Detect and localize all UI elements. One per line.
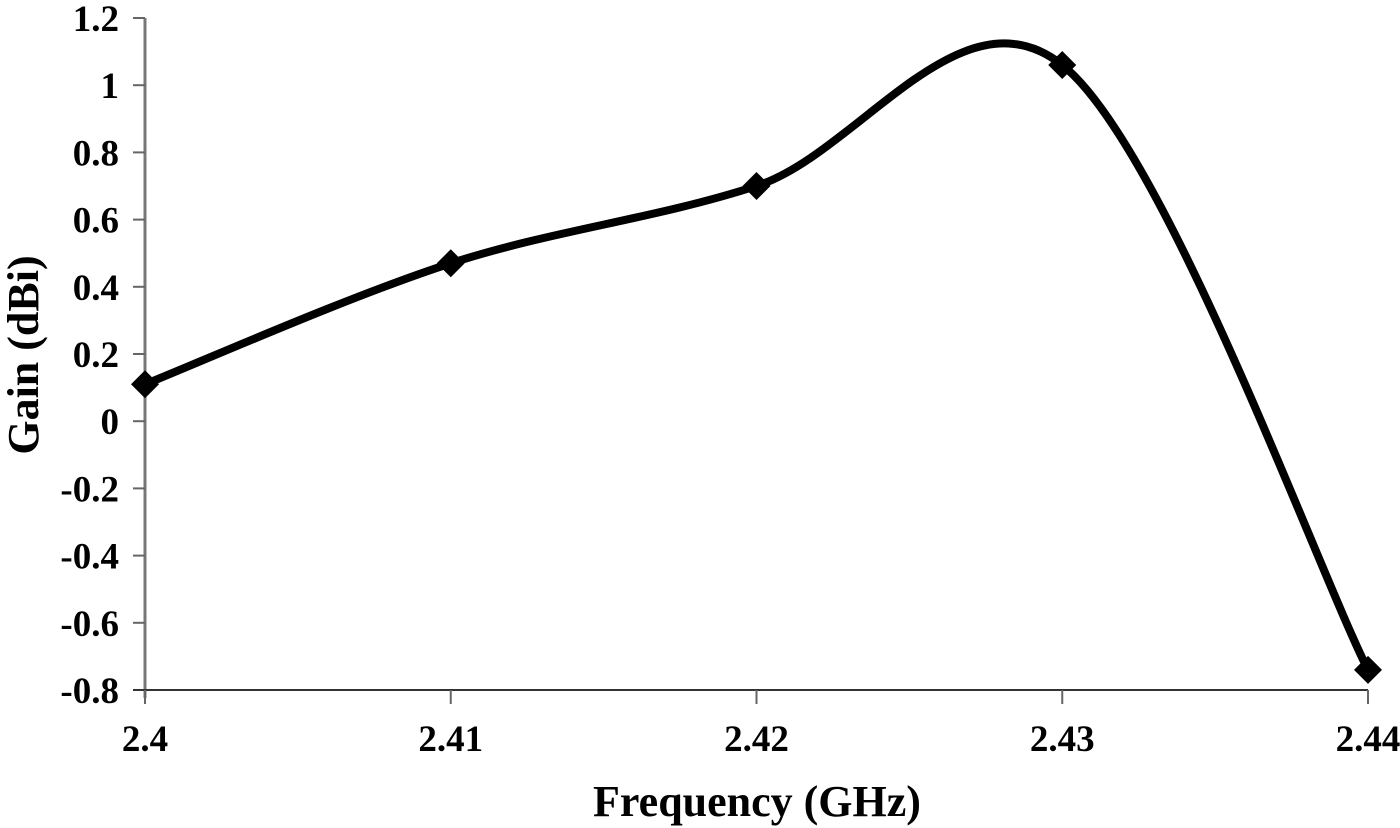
y-axis: 1.2 1 0.8 0.6 0.4 0.2 0 -0.2 -0.4 -0.6 -0.8: [60, 0, 147, 712]
y-axis-title: Gain (dBi): [0, 255, 48, 454]
gain-line: [143, 39, 1372, 672]
y-tick-label: 0.8: [73, 133, 119, 174]
y-tick-label: -0.6: [60, 604, 119, 645]
diamond-marker: [436, 249, 465, 278]
y-tick-label: 0: [101, 402, 120, 443]
diamond-marker: [742, 172, 771, 200]
diamond-marker: [1354, 655, 1382, 684]
x-tick-label: 2.41: [418, 719, 483, 760]
y-tick-label: 1.2: [73, 0, 119, 40]
x-axis: 2.4 2.41 2.42 2.43 2.44: [122, 689, 1400, 760]
y-tick-label: 0.4: [73, 268, 119, 309]
diamond-marker: [1048, 51, 1077, 80]
diamond-marker: [131, 370, 159, 399]
data-series: [131, 39, 1382, 684]
x-axis-title: Frequency (GHz): [593, 777, 921, 826]
x-tick-label: 2.44: [1336, 719, 1400, 760]
y-tick-label: 0.2: [73, 335, 119, 376]
x-tick-label: 2.4: [122, 719, 168, 760]
y-tick-label: 0.6: [73, 201, 119, 242]
y-tick-label: -0.4: [60, 537, 119, 578]
y-tick-label: -0.2: [60, 469, 119, 510]
x-tick-label: 2.43: [1030, 719, 1095, 760]
x-tick-label: 2.42: [724, 719, 789, 760]
y-tick-label: -0.8: [60, 671, 119, 712]
y-tick-label: 1: [101, 66, 120, 107]
